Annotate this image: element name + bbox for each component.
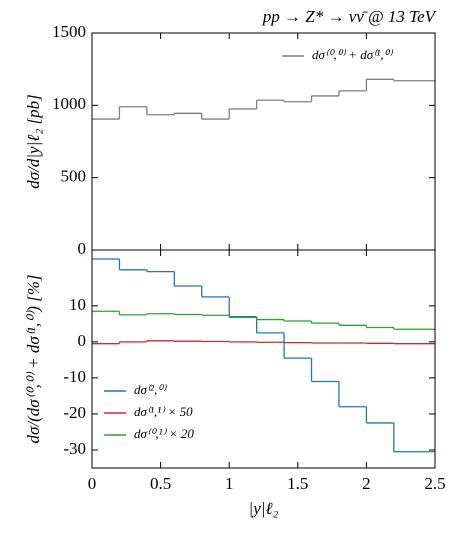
x-tick-label: 1 [225, 474, 234, 493]
y-tick-label: 0 [78, 239, 87, 258]
x-tick-label: 2.5 [424, 474, 445, 493]
y-tick-label: 1000 [52, 94, 86, 113]
x-tick-label: 1.5 [287, 474, 308, 493]
x-tick-label: 0 [88, 474, 97, 493]
y-axis-label: dσ/d|y|ℓ₂ [pb] [24, 94, 43, 188]
y-tick-label: 500 [61, 167, 87, 186]
legend-label: dσ⁽⁰,¹⁾ × 20 [134, 426, 194, 441]
legend-label: dσ⁽⁰,⁰⁾ + dσ⁽¹,⁰⁾ [312, 47, 394, 62]
plot-frame [91, 249, 436, 469]
y-tick-label: 1500 [52, 22, 86, 41]
y-axis-label: dσ/(dσ⁽⁰,⁰⁾ + dσ⁽¹,⁰⁾) [%] [24, 274, 43, 443]
legend-label: dσ⁽¹,¹⁾ × 50 [134, 404, 193, 419]
y-tick-label: 0 [78, 331, 87, 350]
plot-frame [91, 32, 436, 251]
x-tick-label: 0.5 [150, 474, 171, 493]
chart-title: pp → Z* → νν̄ @ 13 TeV [262, 7, 438, 26]
y-tick-label: -10 [63, 367, 86, 386]
y-tick-label: -20 [63, 403, 86, 422]
x-tick-label: 2 [362, 474, 371, 493]
y-tick-label: 10 [69, 295, 86, 314]
x-axis-label: |y|ℓ₂ [249, 499, 279, 518]
y-tick-label: -30 [63, 439, 86, 458]
legend-label: dσ⁽²,⁰⁾ [134, 382, 167, 397]
